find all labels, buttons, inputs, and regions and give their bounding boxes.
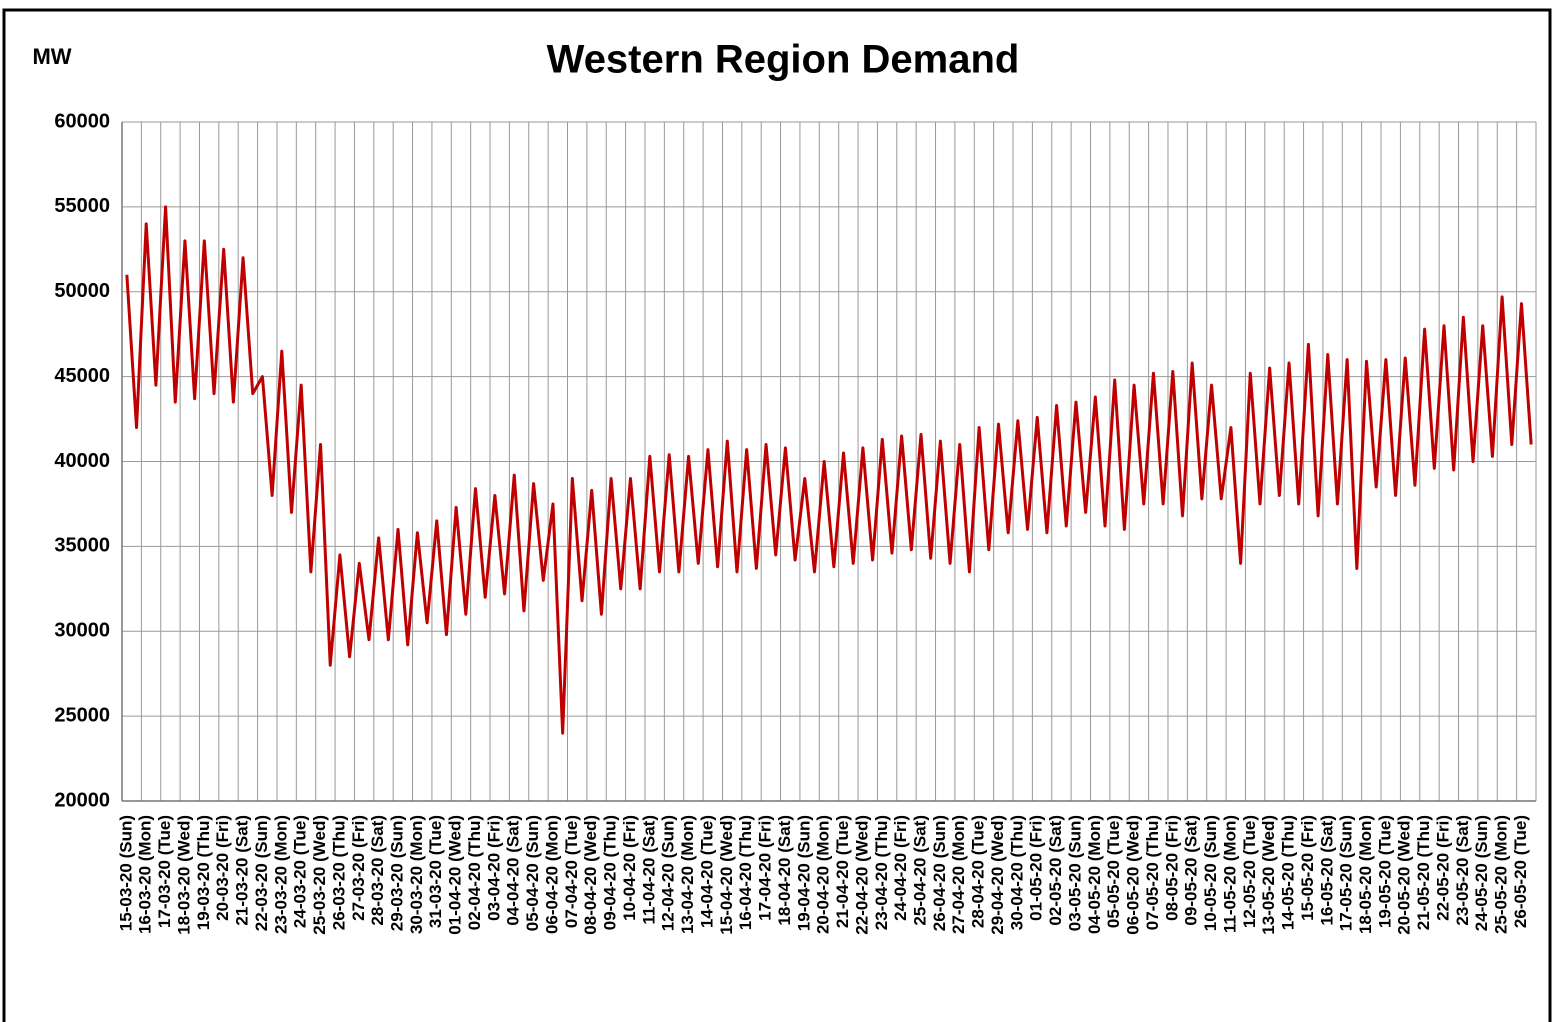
x-tick-label: 17-04-20 (Fri) — [756, 815, 775, 921]
x-tick-label: 08-04-20 (Wed) — [581, 815, 600, 935]
x-tick-label: 16-04-20 (Thu) — [736, 815, 755, 930]
x-tick-label: 23-04-20 (Thu) — [872, 815, 891, 930]
x-tick-label: 13-05-20 (Wed) — [1259, 815, 1278, 935]
x-tick-label: 09-04-20 (Thu) — [601, 815, 620, 930]
x-tick-label: 17-05-20 (Sun) — [1337, 815, 1356, 931]
y-tick-label: 55000 — [54, 195, 110, 217]
x-tick-label: 02-04-20 (Thu) — [465, 815, 484, 930]
y-tick-label: 35000 — [54, 535, 110, 557]
x-tick-label: 26-04-20 (Sun) — [930, 815, 949, 931]
y-tick-label: 50000 — [54, 280, 110, 302]
x-tick-label: 20-03-20 (Fri) — [213, 815, 232, 921]
x-tick-label: 21-04-20 (Tue) — [833, 815, 852, 928]
x-tick-label: 27-03-20 (Fri) — [349, 815, 368, 921]
x-tick-label: 28-04-20 (Tue) — [969, 815, 988, 928]
x-tick-label: 10-04-20 (Fri) — [620, 815, 639, 921]
x-tick-label: 26-03-20 (Thu) — [329, 815, 348, 930]
x-tick-label: 04-04-20 (Sat) — [504, 815, 523, 926]
x-tick-label: 16-05-20 (Sat) — [1317, 815, 1336, 926]
x-tick-label: 29-04-20 (Wed) — [988, 815, 1007, 935]
x-tick-label: 22-04-20 (Wed) — [852, 815, 871, 935]
x-tick-label: 21-03-20 (Sat) — [233, 815, 252, 926]
chart-title: Western Region Demand — [547, 38, 1020, 82]
x-tick-label: 15-04-20 (Wed) — [717, 815, 736, 935]
y-axis-label: MW — [32, 44, 71, 69]
x-tick-label: 11-04-20 (Sat) — [639, 815, 658, 925]
x-tick-label: 18-05-20 (Mon) — [1356, 815, 1375, 934]
x-tick-label: 15-05-20 (Fri) — [1298, 815, 1317, 921]
x-tick-label: 24-05-20 (Sun) — [1472, 815, 1491, 931]
x-tick-label: 22-05-20 (Fri) — [1433, 815, 1452, 921]
x-tick-label: 29-03-20 (Sun) — [388, 815, 407, 931]
x-tick-label: 06-05-20 (Wed) — [1124, 815, 1143, 935]
x-tick-label: 19-05-20 (Tue) — [1375, 815, 1394, 928]
x-tick-label: 24-03-20 (Tue) — [291, 815, 310, 928]
x-tick-label: 08-05-20 (Fri) — [1162, 815, 1181, 921]
x-tick-label: 15-03-20 (Sun) — [116, 815, 135, 931]
x-tick-label: 30-04-20 (Thu) — [1007, 815, 1026, 930]
x-tick-label: 20-05-20 (Wed) — [1395, 815, 1414, 935]
x-tick-label: 20-04-20 (Mon) — [814, 815, 833, 934]
data-line — [125, 205, 1533, 735]
x-tick-label: 14-04-20 (Tue) — [697, 815, 716, 928]
x-tick-label: 25-04-20 (Sat) — [910, 815, 929, 926]
x-tick-label: 28-03-20 (Sat) — [368, 815, 387, 926]
x-tick-label: 02-05-20 (Sat) — [1046, 815, 1065, 926]
x-tick-label: 01-05-20 (Fri) — [1027, 815, 1046, 921]
x-tick-label: 23-05-20 (Sat) — [1453, 815, 1472, 926]
y-tick-label: 60000 — [54, 110, 110, 132]
x-tick-label: 31-03-20 (Tue) — [426, 815, 445, 928]
x-tick-label: 22-03-20 (Sun) — [252, 815, 271, 931]
y-tick-label: 45000 — [54, 365, 110, 387]
x-tick-label: 05-04-20 (Sun) — [523, 815, 542, 931]
x-tick-label: 19-03-20 (Thu) — [194, 815, 213, 930]
x-tick-label: 09-05-20 (Sat) — [1182, 815, 1201, 926]
x-tick-label: 13-04-20 (Mon) — [678, 815, 697, 934]
frame — [2, 8, 1552, 1022]
x-tick-label: 03-05-20 (Sun) — [1065, 815, 1084, 931]
x-tick-label: 24-04-20 (Fri) — [891, 815, 910, 921]
x-tick-label: 05-05-20 (Tue) — [1104, 815, 1123, 928]
x-tick-label: 12-04-20 (Sun) — [659, 815, 678, 931]
x-tick-label: 19-04-20 (Sun) — [794, 815, 813, 931]
x-tick-label: 11-05-20 (Mon) — [1220, 815, 1239, 933]
y-tick-label: 40000 — [54, 450, 110, 472]
x-tick-label: 14-05-20 (Thu) — [1279, 815, 1298, 930]
x-tick-label: 06-04-20 (Mon) — [542, 815, 561, 934]
x-tick-label: 18-04-20 (Sat) — [775, 815, 794, 926]
x-tick-label: 03-04-20 (Fri) — [484, 815, 503, 921]
x-tick-label: 30-03-20 (Mon) — [407, 815, 426, 934]
x-tick-label: 18-03-20 (Wed) — [174, 815, 193, 935]
x-tick-label: 10-05-20 (Sun) — [1201, 815, 1220, 931]
x-tick-label: 16-03-20 (Mon) — [136, 815, 155, 934]
x-tick-label: 26-05-20 (Tue) — [1511, 815, 1530, 928]
y-tick-label: 25000 — [54, 704, 110, 726]
x-tick-label: 23-03-20 (Mon) — [271, 815, 290, 934]
x-tick-label: 27-04-20 (Mon) — [949, 815, 968, 934]
x-tick-label: 07-04-20 (Tue) — [562, 815, 581, 928]
x-tick-label: 04-05-20 (Mon) — [1085, 815, 1104, 934]
x-tick-label: 07-05-20 (Thu) — [1143, 815, 1162, 930]
x-tick-label: 12-05-20 (Tue) — [1240, 815, 1259, 928]
x-tick-label: 01-04-20 (Wed) — [446, 815, 465, 935]
x-tick-label: 25-05-20 (Mon) — [1492, 815, 1511, 934]
x-tick-label: 21-05-20 (Thu) — [1414, 815, 1433, 930]
y-tick-label: 20000 — [54, 789, 110, 811]
y-tick-label: 30000 — [54, 620, 110, 642]
x-tick-label: 17-03-20 (Tue) — [155, 815, 174, 928]
x-tick-label: 25-03-20 (Wed) — [310, 815, 329, 935]
